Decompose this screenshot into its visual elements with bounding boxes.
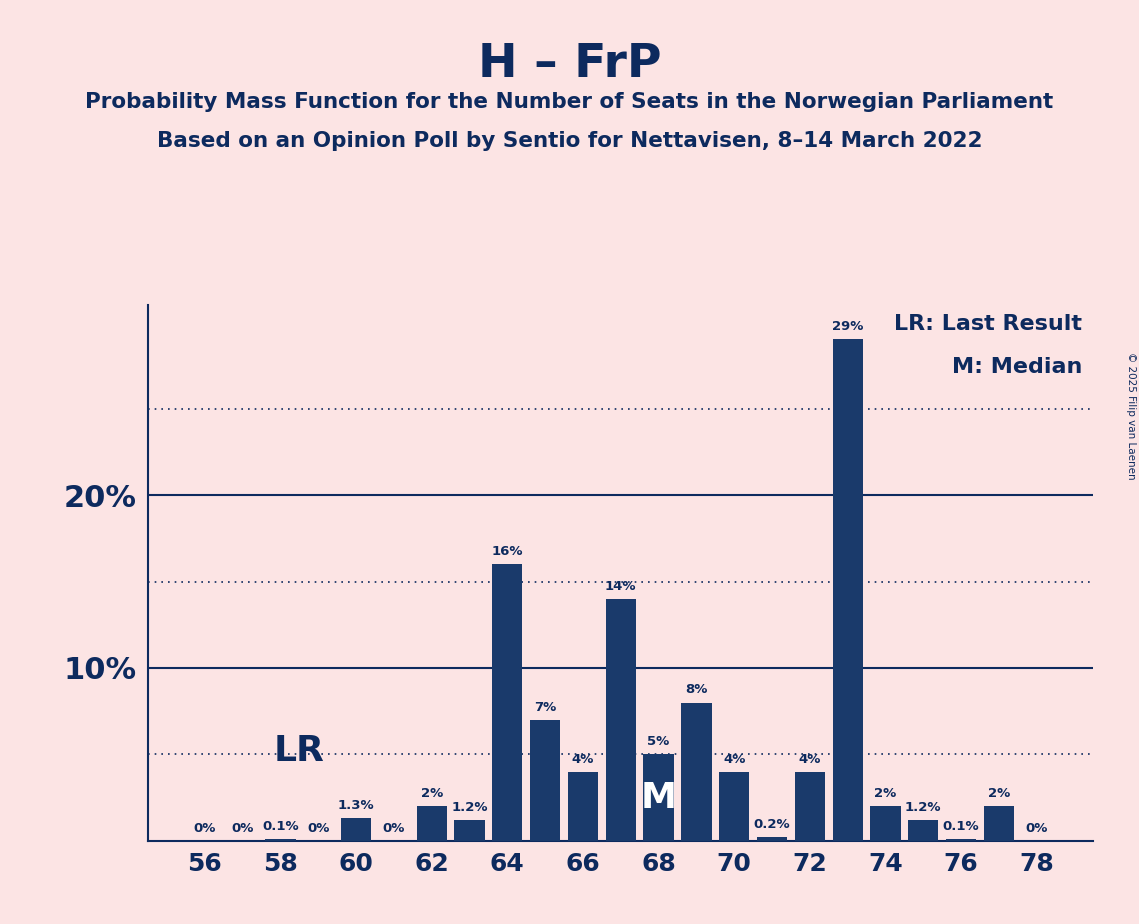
Text: 1.3%: 1.3% bbox=[338, 799, 375, 812]
Text: 16%: 16% bbox=[492, 545, 523, 558]
Text: 0.1%: 0.1% bbox=[943, 821, 980, 833]
Text: 0%: 0% bbox=[383, 821, 405, 834]
Text: 0%: 0% bbox=[308, 821, 329, 834]
Text: Probability Mass Function for the Number of Seats in the Norwegian Parliament: Probability Mass Function for the Number… bbox=[85, 92, 1054, 113]
Bar bbox=[870, 807, 901, 841]
Text: M: Median: M: Median bbox=[952, 357, 1082, 377]
Text: M: M bbox=[640, 781, 677, 815]
Text: 29%: 29% bbox=[831, 321, 863, 334]
Text: 5%: 5% bbox=[647, 736, 670, 748]
Text: 2%: 2% bbox=[420, 787, 443, 800]
Bar bbox=[530, 720, 560, 841]
Text: 0.2%: 0.2% bbox=[754, 819, 790, 832]
Text: 0%: 0% bbox=[231, 821, 254, 834]
Bar bbox=[265, 839, 295, 841]
Bar bbox=[454, 821, 484, 841]
Bar bbox=[341, 819, 371, 841]
Text: 2%: 2% bbox=[875, 787, 896, 800]
Bar bbox=[492, 565, 523, 841]
Bar bbox=[681, 702, 712, 841]
Bar bbox=[417, 807, 446, 841]
Bar bbox=[984, 807, 1014, 841]
Text: 1.2%: 1.2% bbox=[451, 801, 487, 814]
Text: Based on an Opinion Poll by Sentio for Nettavisen, 8–14 March 2022: Based on an Opinion Poll by Sentio for N… bbox=[157, 131, 982, 152]
Bar bbox=[568, 772, 598, 841]
Bar bbox=[719, 772, 749, 841]
Text: © 2025 Filip van Laenen: © 2025 Filip van Laenen bbox=[1126, 352, 1136, 480]
Bar bbox=[757, 837, 787, 841]
Text: LR: LR bbox=[273, 735, 325, 768]
Text: 0%: 0% bbox=[1025, 821, 1048, 834]
Bar bbox=[947, 839, 976, 841]
Text: 14%: 14% bbox=[605, 579, 637, 593]
Text: 2%: 2% bbox=[988, 787, 1010, 800]
Text: 0.1%: 0.1% bbox=[262, 821, 298, 833]
Text: H – FrP: H – FrP bbox=[477, 42, 662, 87]
Text: 7%: 7% bbox=[534, 700, 556, 713]
Text: 4%: 4% bbox=[723, 753, 745, 766]
Text: 4%: 4% bbox=[572, 753, 595, 766]
Text: LR: Last Result: LR: Last Result bbox=[894, 313, 1082, 334]
Text: 0%: 0% bbox=[194, 821, 216, 834]
Bar bbox=[908, 821, 939, 841]
Bar bbox=[795, 772, 825, 841]
Bar bbox=[644, 754, 673, 841]
Text: 8%: 8% bbox=[686, 684, 707, 697]
Bar bbox=[606, 599, 636, 841]
Bar bbox=[833, 339, 862, 841]
Text: 4%: 4% bbox=[798, 753, 821, 766]
Text: 1.2%: 1.2% bbox=[906, 801, 942, 814]
